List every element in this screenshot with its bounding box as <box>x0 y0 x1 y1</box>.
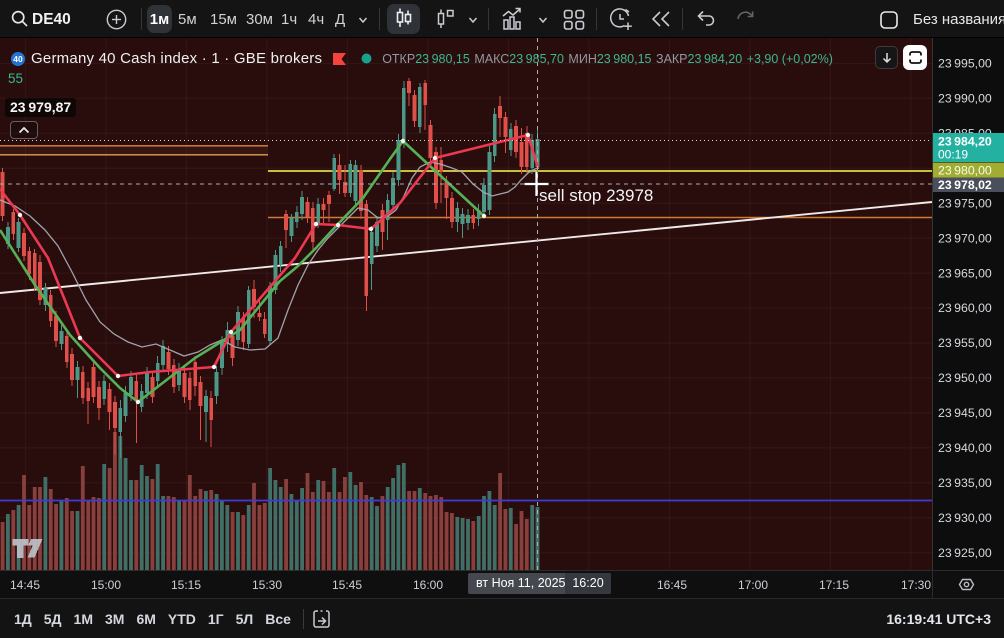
svg-text:23 995,00: 23 995,00 <box>938 57 992 71</box>
svg-text:23 978,02: 23 978,02 <box>938 178 992 192</box>
svg-text:23 950,00: 23 950,00 <box>938 371 992 385</box>
svg-text:23 990,00: 23 990,00 <box>938 92 992 106</box>
svg-text:23 975,00: 23 975,00 <box>938 196 992 210</box>
svg-text:23 965,00: 23 965,00 <box>938 266 992 280</box>
svg-text:23 984,20: 23 984,20 <box>938 135 992 149</box>
svg-text:23 940,00: 23 940,00 <box>938 441 992 455</box>
svg-text:23 970,00: 23 970,00 <box>938 231 992 245</box>
svg-text:00:19: 00:19 <box>938 148 968 162</box>
svg-text:23 925,00: 23 925,00 <box>938 546 992 560</box>
svg-text:23 955,00: 23 955,00 <box>938 336 992 350</box>
svg-text:23 980,00: 23 980,00 <box>938 163 992 177</box>
svg-text:23 945,00: 23 945,00 <box>938 406 992 420</box>
svg-text:23 930,00: 23 930,00 <box>938 511 992 525</box>
svg-text:23 960,00: 23 960,00 <box>938 301 992 315</box>
svg-text:23 935,00: 23 935,00 <box>938 476 992 490</box>
